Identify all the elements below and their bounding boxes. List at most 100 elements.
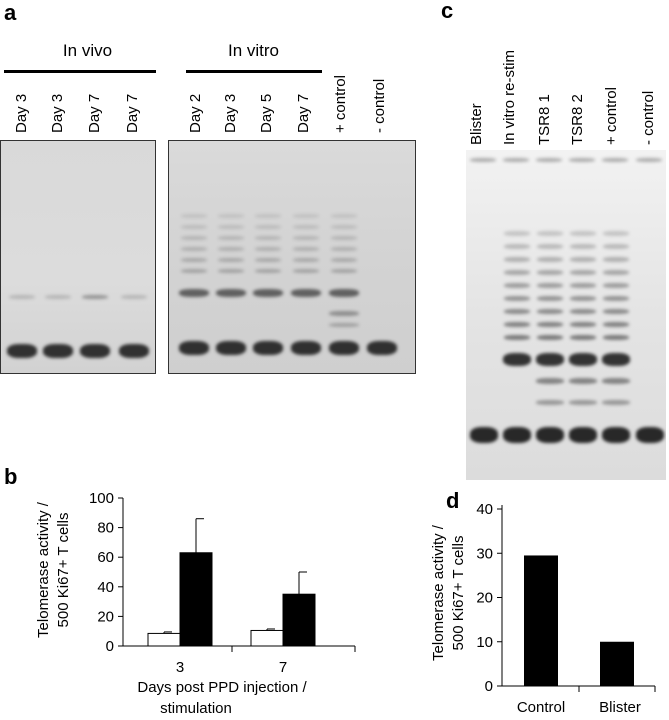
gel-band [181,225,207,229]
gel-band [602,353,630,366]
gel-band [367,341,397,355]
gel-band [504,309,530,314]
gel-band [636,427,664,443]
gel-band [603,296,629,301]
bar [179,552,213,647]
gel-band [570,322,596,327]
gel-band [536,427,564,443]
y-tick-label: 30 [476,545,493,562]
gel-band [570,296,596,301]
gel-band [218,236,244,240]
gel-band [570,309,596,314]
chart-d: Telomerase activity / 500 Ki67+ T cells … [430,501,656,720]
gel-band [331,214,357,218]
y-tick-label: 60 [97,549,114,566]
x-tick-label: Blister [599,699,641,716]
bar [282,593,316,647]
gel-band [7,344,37,358]
lane-label-c-5: + control [603,87,620,145]
gel-band [218,247,244,251]
group-label-in-vivo: In vivo [62,41,113,60]
lane-label-a-7: Day 5 [258,93,275,133]
gel-band [293,269,319,273]
gel-band [569,378,597,384]
y-tick-label: 40 [97,579,114,596]
gel-band [181,247,207,251]
gel-band [537,296,563,301]
gel-band [121,295,147,299]
gel-band [569,400,597,405]
gel-band [537,244,563,249]
gel-band [82,295,108,299]
gel-band [537,231,563,236]
x-tick-label: 3 [176,659,184,676]
gel-band [253,289,283,297]
gel-band [503,158,529,162]
x-tick-label: 7 [279,659,287,676]
gel-band [537,270,563,275]
gel-band [218,225,244,229]
y-axis-label-line-1: Telomerase activity / [430,524,447,661]
gel-band [603,257,629,262]
gel-band [503,353,531,366]
gel-band [569,158,595,162]
gel-band [119,344,149,358]
gel-band [536,378,564,384]
gel-band [179,341,209,355]
lane-label-a-6: Day 3 [222,93,239,133]
bar [600,641,634,686]
y-tick-label: 20 [476,590,493,607]
lane-label-a-10: - control [371,78,388,133]
gel-band [536,353,564,366]
gel-band [602,378,630,384]
gel-band [570,231,596,236]
gel-band [569,427,597,443]
gel-band [181,258,207,262]
gel-band [504,296,530,301]
gel-band [504,283,530,288]
gel-band [602,158,628,162]
gel-band [255,269,281,273]
gel-band [537,309,563,314]
gel-band [537,322,563,327]
gel-band [181,269,207,273]
x-axis-label-line-1: Days post PPD injection / [137,679,307,696]
gel-band [603,335,629,340]
gel-band [603,244,629,249]
gel-band [569,353,597,366]
gel-band [537,335,563,340]
gel-band [331,247,357,251]
gel-band [602,427,630,443]
gel-image-in-vitro [168,140,416,374]
gel-band [504,270,530,275]
gel-image-in-vivo [0,140,156,374]
gel-band [329,289,359,297]
gel-band [255,225,281,229]
gel-band [255,247,281,251]
lane-label-c-6: - control [640,90,657,145]
group-bar-in-vitro [186,70,322,73]
gel-band [293,225,319,229]
y-axis-label: Telomerase activity / 500 Ki67+ T cells [35,501,72,638]
gel-band [603,283,629,288]
gel-band [504,322,530,327]
gel-image-panel-c [466,150,666,480]
gel-band [570,270,596,275]
lane-label-c-1: Blister [468,103,485,145]
x-tick-label: Control [517,699,565,716]
lane-label-c-2: In vitro re-stim [501,49,518,145]
panel-letter-d: d [446,488,460,513]
y-axis-label-line-2: 500 Ki67+ T cells [450,536,467,651]
gel-band [218,214,244,218]
gel-band [255,214,281,218]
gel-band [537,257,563,262]
y-tick-label: 40 [476,501,493,518]
chart-b: Telomerase activity / 500 Ki67+ T cells … [35,490,356,717]
lane-label-a-5: Day 2 [187,93,204,133]
bar [147,632,181,647]
lane-label-c-4: TSR8 2 [569,94,586,145]
gel-band [636,158,662,162]
gel-band [470,158,496,162]
gel-band [570,244,596,249]
lane-label-a-9: + control [332,75,349,133]
